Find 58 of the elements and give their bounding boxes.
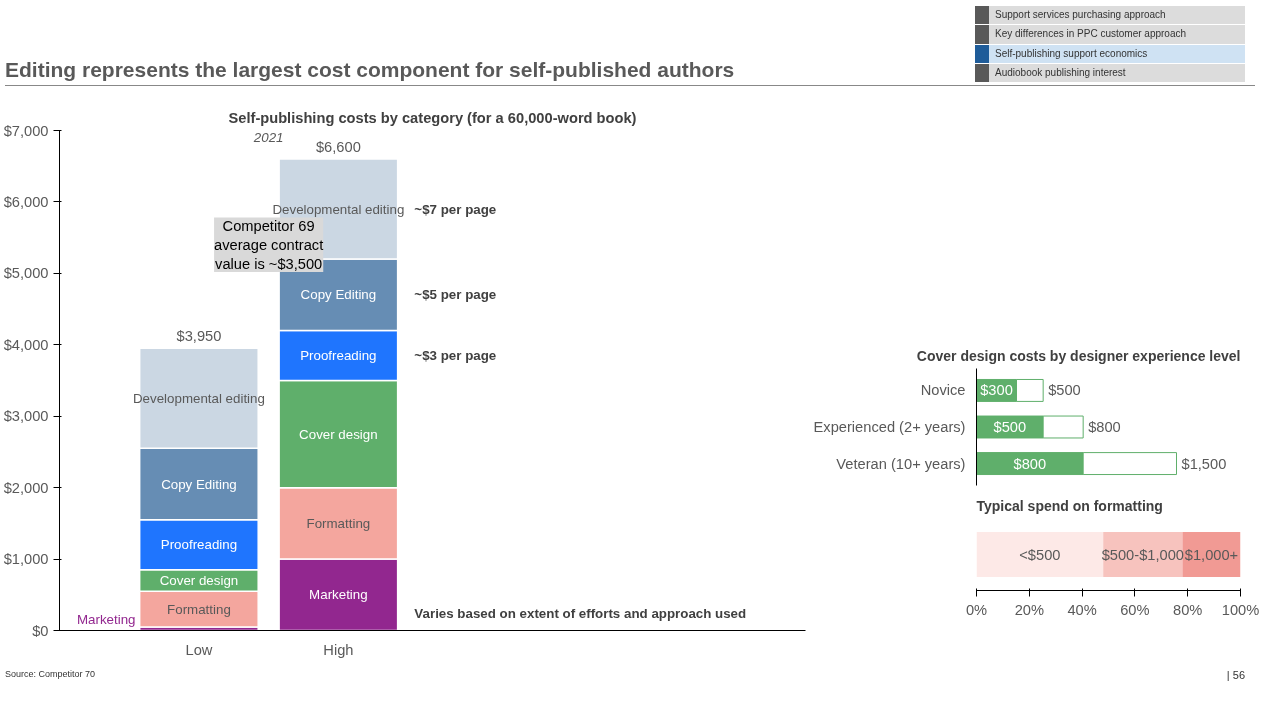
series-label: $1,000+	[1184, 546, 1239, 563]
data-label: $500	[993, 419, 1027, 435]
x-tick-label: 80%	[1173, 601, 1203, 618]
y-tick-label: Novice	[920, 382, 966, 399]
series-label: Formatting	[167, 601, 231, 617]
x-tick-label: Low	[185, 641, 213, 658]
chart-title: Self-publishing costs by category (for a 60,000-word book)	[228, 109, 637, 126]
y-tick-label: $3,000	[3, 408, 49, 425]
y-tick-label: Veteran (10+ years)	[836, 455, 966, 472]
x-tick-label: 20%	[1014, 601, 1044, 618]
chart-title: Typical spend on formatting	[976, 497, 1163, 514]
text: ~$3 per page	[414, 348, 497, 363]
y-tick-label: $7,000	[3, 122, 49, 139]
text: Cover design	[299, 426, 378, 442]
chart-subtitle: 2021	[252, 129, 284, 145]
text: Copy Editing	[161, 476, 237, 492]
chart-title: Cover design costs by designer experience level	[916, 347, 1241, 364]
y-tick-label: $0	[32, 622, 49, 639]
total-label: $3,950	[176, 328, 222, 345]
series-label: Copy Editing	[300, 287, 377, 303]
x-tick-label: 0%	[965, 601, 988, 618]
total-label: $800	[1088, 419, 1121, 435]
y-tick-label: $4,000	[3, 336, 49, 353]
series-label: Cover design	[159, 573, 239, 588]
data-label: $300	[980, 382, 1013, 399]
y-tick-label: Experienced (2+ years)	[813, 419, 966, 435]
text: Editing represents the largest cost component for self-published authors	[5, 58, 735, 81]
series-label: Developmental editing	[133, 390, 265, 406]
total-label: $6,600	[315, 139, 361, 156]
text: ~$7 per page	[414, 201, 497, 217]
x-tick-label: 100%	[1221, 601, 1260, 618]
total-label: $1,500	[1181, 455, 1227, 472]
source-note: Source: Competitor 70	[5, 668, 96, 681]
text: Marketing	[309, 587, 368, 603]
text: Support services purchasing approach	[975, 6, 1245, 25]
text: | 56	[1226, 668, 1245, 683]
x-tick-label: 40%	[1067, 601, 1097, 618]
text: Proofreading	[300, 348, 377, 363]
text: Key differences in PPC customer approach	[975, 25, 1245, 44]
x-tick-label: 60%	[1120, 601, 1150, 618]
text: Developmental editing	[272, 201, 405, 217]
total-label: $500	[1048, 382, 1081, 399]
y-tick-label: $6,000	[3, 193, 49, 210]
y-tick-label: $1,000	[3, 551, 49, 568]
series-label: $500-$1,000	[1101, 546, 1184, 563]
text: Varies based on extent of efforts and approach used	[414, 605, 747, 621]
y-tick-label: $2,000	[3, 479, 49, 496]
text: Formatting	[306, 515, 371, 531]
series-label: Marketing	[76, 611, 136, 627]
series-label: Proofreading	[160, 537, 238, 553]
text: Audiobook publishing interest	[975, 63, 1245, 83]
text: ~$5 per page	[414, 287, 497, 303]
series-label: <$500	[1019, 546, 1061, 563]
text: Self-publishing support economics	[975, 44, 1245, 63]
y-tick-label: $5,000	[3, 265, 49, 282]
x-tick-label: High	[323, 641, 354, 658]
annotation: Competitor 69 average contract value is ~$3,500	[214, 217, 324, 272]
data-label: $800	[1013, 455, 1047, 472]
